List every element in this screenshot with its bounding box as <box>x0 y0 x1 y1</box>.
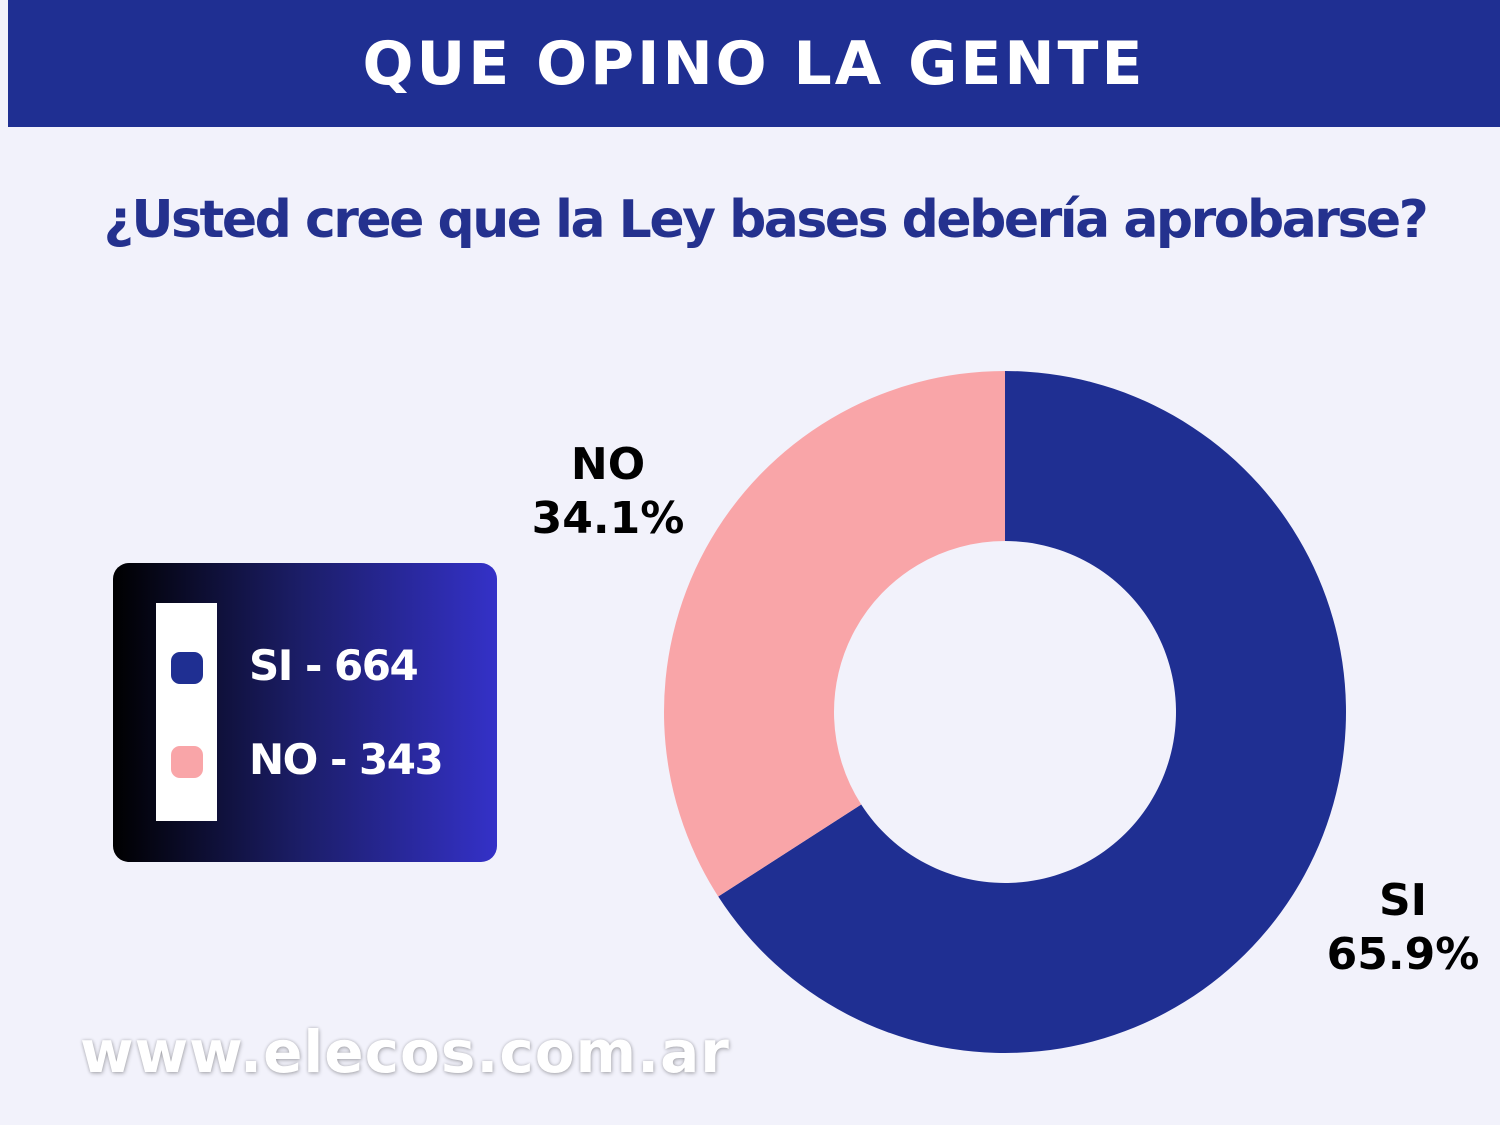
legend-swatch-no <box>171 746 203 778</box>
legend-label-si: SI - 664 <box>249 641 419 690</box>
legend-label-no: NO - 343 <box>249 735 444 784</box>
slice-label-si: SI 65.9% <box>1318 874 1488 982</box>
header-title: QUE OPINO LA GENTE <box>362 28 1146 99</box>
legend-swatch-si <box>171 652 203 684</box>
donut-slice-si <box>718 371 1347 1053</box>
slice-label-no: NO 34.1% <box>528 438 688 546</box>
slice-label-no-value: 34.1% <box>531 493 685 544</box>
slice-label-no-name: NO <box>570 439 646 490</box>
slice-label-si-name: SI <box>1378 875 1428 926</box>
question-title: ¿Usted cree que la Ley bases debería apr… <box>103 190 1429 250</box>
legend-card: SI - 664 NO - 343 <box>113 563 497 862</box>
header-bar: QUE OPINO LA GENTE <box>8 0 1500 127</box>
legend-strip <box>156 603 217 821</box>
donut-slice-no <box>664 371 1005 897</box>
slice-label-si-value: 65.9% <box>1326 929 1480 980</box>
footer-url: www.elecos.com.ar <box>80 1018 730 1086</box>
